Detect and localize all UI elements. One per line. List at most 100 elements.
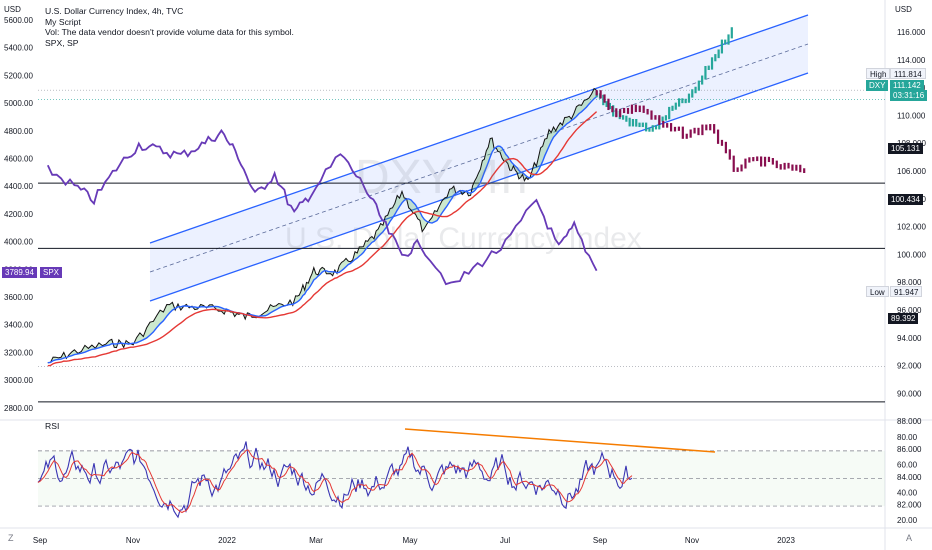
watermark-name: U.S. Dollar Currency Index — [285, 222, 642, 255]
projection-bar — [697, 80, 700, 91]
projection-bar — [662, 120, 665, 128]
dxy-slow-ema-line — [47, 111, 598, 367]
level-tag-1: 105.131 — [888, 143, 923, 154]
projection-bar — [716, 129, 720, 144]
projection-bar — [752, 157, 755, 162]
projection-bar — [720, 39, 724, 54]
spx-value-tag: 3789.94 — [2, 267, 37, 278]
left-axis-tick: 4600.00 — [4, 155, 33, 164]
projection-bar — [611, 106, 614, 113]
level-tag-2: 100.434 — [888, 194, 923, 205]
time-axis-tick: May — [402, 536, 417, 545]
projection-bar — [646, 108, 649, 115]
rsi-title: RSI — [45, 421, 60, 431]
projection-bar — [707, 65, 710, 71]
time-axis-tick: Sep — [593, 536, 608, 545]
time-axis-tick: Mar — [309, 536, 323, 545]
compare-symbol[interactable]: SPX, SP — [45, 37, 79, 48]
projection-bar — [681, 98, 684, 104]
script-name[interactable]: My Script — [45, 16, 81, 27]
high-value-tag: 111.814 — [890, 68, 926, 79]
projection-bar — [705, 124, 708, 131]
projection-bar — [608, 102, 611, 110]
projection-bar — [763, 156, 767, 167]
projection-bar — [658, 115, 661, 125]
z-icon[interactable]: Z — [8, 533, 14, 543]
projection-bar — [730, 27, 733, 39]
projection-bar — [641, 122, 644, 128]
projection-bar — [671, 105, 674, 111]
rsi-axis-tick: 40.00 — [897, 488, 918, 497]
right-axis-tick: 84.000 — [897, 473, 922, 482]
projection-bar — [736, 167, 739, 172]
right-axis-tick: 94.000 — [897, 334, 922, 343]
projection-bar — [717, 49, 720, 59]
projection-bar — [626, 107, 630, 114]
right-axis-unit: USD — [895, 5, 912, 14]
projection-bar — [651, 125, 654, 132]
projection-bar — [767, 156, 771, 163]
projection-bar — [654, 125, 658, 130]
projection-bar — [638, 122, 641, 128]
projection-bar — [744, 158, 747, 169]
chart-title[interactable]: U.S. Dollar Currency Index, 4h, TVC — [45, 6, 184, 16]
projection-down-path — [595, 90, 806, 173]
projection-bar — [791, 164, 794, 171]
spx-label-tag: SPX — [40, 267, 63, 278]
projection-bar — [621, 115, 625, 120]
projection-bar — [710, 57, 714, 70]
projection-bar — [631, 118, 635, 127]
level-tag-3: 89.392 — [888, 313, 919, 324]
projection-bar — [697, 127, 700, 136]
right-axis-tick: 82.000 — [897, 501, 922, 510]
time-axis-tick: Nov — [685, 536, 699, 545]
projection-bar — [732, 155, 735, 172]
time-axis-tick: Nov — [126, 536, 140, 545]
projection-bar — [607, 98, 610, 111]
projection-bar — [691, 89, 694, 98]
projection-bar — [623, 107, 626, 114]
dxy-symbol-tag: DXY — [866, 80, 889, 91]
projection-bar — [704, 66, 707, 80]
projection-bar — [701, 75, 704, 85]
projection-bar — [727, 34, 730, 45]
projection-bar — [615, 108, 618, 118]
right-axis-tick: 92.000 — [897, 362, 922, 371]
projection-bar — [669, 123, 673, 132]
left-axis-tick: 3600.00 — [4, 293, 33, 302]
channel-upper-line — [149, 14, 809, 244]
projection-bar — [677, 98, 681, 107]
right-axis-tick: 98.000 — [897, 278, 922, 287]
left-axis-tick: 3200.00 — [4, 348, 33, 357]
projection-bar — [709, 124, 712, 131]
projection-bar — [595, 90, 598, 96]
projection-bar — [642, 105, 645, 113]
projection-bar — [661, 116, 664, 122]
projection-bar — [748, 157, 751, 163]
auto-scale-icon[interactable]: A — [906, 533, 913, 543]
bar-countdown-tag: 03:31:16 — [890, 90, 928, 101]
left-axis-unit: USD — [4, 5, 21, 14]
projection-bar — [628, 117, 631, 127]
right-axis-tick: 116.000 — [897, 28, 926, 37]
left-axis-tick: 2800.00 — [4, 404, 33, 413]
rsi-axis-tick: 60.00 — [897, 461, 918, 470]
projection-bar — [635, 118, 638, 127]
left-axis-tick: 4200.00 — [4, 210, 33, 219]
projection-bar — [756, 156, 759, 162]
right-axis-tick: 110.000 — [897, 111, 926, 120]
right-axis-tick: 96.000 — [897, 306, 922, 315]
projection-bar — [664, 115, 667, 121]
projection-bar — [720, 139, 724, 146]
right-axis-tick: 88.000 — [897, 417, 922, 426]
projection-bar — [740, 164, 743, 172]
projection-bar — [694, 86, 697, 94]
projection-bar — [668, 106, 671, 120]
left-axis-tick: 3000.00 — [4, 376, 33, 385]
regression-channel-fill — [150, 15, 808, 301]
projection-bar — [630, 104, 634, 114]
right-axis-tick: 100.000 — [897, 250, 926, 259]
projection-bar — [687, 93, 691, 103]
